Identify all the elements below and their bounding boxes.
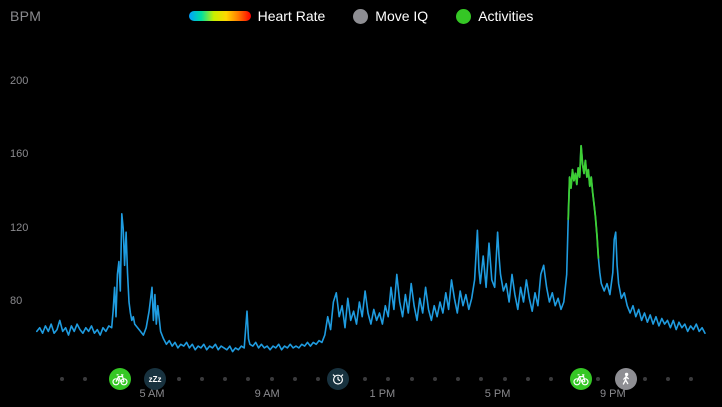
- cycling-icon[interactable]: [570, 368, 593, 390]
- timeline-dot: [642, 377, 647, 381]
- svg-text:zZz: zZz: [148, 375, 161, 384]
- sleep-icon[interactable]: zZz: [143, 368, 166, 390]
- y-axis-tick-label: 80: [10, 295, 23, 307]
- x-axis-tick-label: 5 AM: [139, 388, 165, 400]
- timeline-dot: [386, 377, 391, 381]
- timeline-dot: [269, 377, 274, 381]
- timeline-dot: [689, 377, 694, 381]
- timeline-dot: [362, 377, 367, 381]
- y-axis-unit-label: BPM: [10, 8, 42, 24]
- timeline-dot: [456, 377, 461, 381]
- walking-icon[interactable]: [614, 368, 637, 390]
- x-axis-tick-label: 9 AM: [254, 388, 280, 400]
- y-axis-tick-label: 120: [10, 221, 29, 234]
- timeline-dot: [316, 377, 321, 381]
- y-axis-tick-label: 200: [10, 74, 29, 87]
- x-axis-tick-label: 5 PM: [484, 388, 511, 400]
- cycling-icon[interactable]: [109, 368, 132, 390]
- timeline-dot: [432, 377, 437, 381]
- y-axis-tick-label: 160: [10, 148, 29, 160]
- activity-series-line: [567, 144, 600, 259]
- timeline-dot: [526, 377, 530, 381]
- timeline-dot: [409, 377, 414, 381]
- timeline-dot: [60, 377, 64, 381]
- x-axis-tick-label: 9 PM: [599, 388, 626, 400]
- timeline-dot: [293, 377, 297, 381]
- timeline-dot: [223, 377, 228, 381]
- timeline-dot: [665, 377, 670, 381]
- timeline-dot: [246, 377, 251, 381]
- timeline-dot: [199, 377, 204, 381]
- timeline-dot: [83, 377, 88, 381]
- alarm-icon[interactable]: [326, 368, 349, 390]
- timeline-dot: [479, 377, 484, 381]
- timeline-dot: [502, 377, 507, 381]
- timeline-dot: [176, 377, 181, 381]
- heart-rate-series-line: [35, 145, 706, 353]
- timeline-dot: [549, 377, 554, 381]
- timeline-dot: [595, 377, 600, 381]
- x-axis-tick-label: 1 PM: [369, 388, 396, 400]
